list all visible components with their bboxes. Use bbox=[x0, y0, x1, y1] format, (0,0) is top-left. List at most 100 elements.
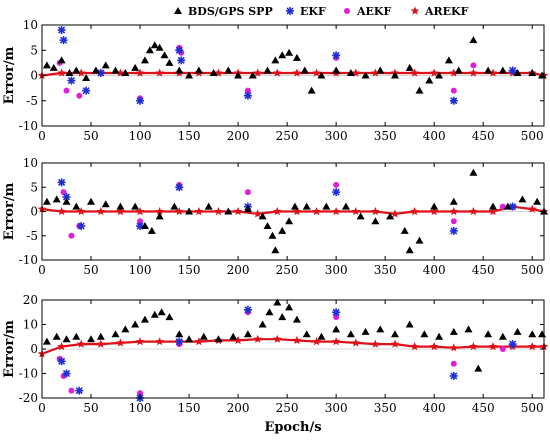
series-bds-gps-spp bbox=[42, 36, 547, 94]
data-point bbox=[361, 327, 370, 335]
data-point bbox=[331, 207, 341, 216]
data-point bbox=[177, 56, 186, 65]
data-point bbox=[65, 68, 74, 76]
x-tick-label: 200 bbox=[227, 401, 250, 415]
data-point bbox=[508, 340, 517, 349]
legend-marker bbox=[410, 6, 420, 15]
data-point bbox=[131, 320, 140, 328]
data-point bbox=[62, 197, 71, 205]
data-point bbox=[150, 310, 159, 318]
data-point bbox=[484, 66, 493, 74]
data-point bbox=[155, 337, 164, 346]
x-tick-label: 50 bbox=[83, 263, 98, 277]
data-point bbox=[429, 68, 439, 77]
data-point bbox=[57, 56, 66, 64]
data-point bbox=[488, 68, 498, 77]
data-point bbox=[131, 63, 140, 71]
data-point bbox=[484, 330, 493, 338]
data-point bbox=[273, 334, 282, 343]
data-point bbox=[346, 68, 355, 76]
data-point bbox=[140, 315, 149, 323]
data-point bbox=[42, 61, 51, 69]
data-point bbox=[429, 342, 439, 351]
data-point bbox=[185, 71, 194, 79]
chart-panel-2: 0 50 100 150 200 250 300 350 400 450 500 -10 -5 0 5 10 E… bbox=[2, 156, 549, 277]
data-point bbox=[292, 335, 302, 345]
data-point bbox=[75, 386, 84, 395]
data-point bbox=[204, 202, 213, 210]
data-point bbox=[60, 189, 67, 196]
data-point bbox=[170, 202, 179, 210]
data-point bbox=[300, 66, 309, 74]
data-point bbox=[76, 68, 86, 77]
data-point bbox=[470, 62, 477, 69]
data-point bbox=[160, 51, 169, 59]
x-tick-label: 250 bbox=[276, 401, 299, 415]
data-point bbox=[194, 337, 204, 346]
data-point bbox=[87, 197, 96, 205]
data-point bbox=[317, 71, 326, 79]
data-point bbox=[96, 332, 105, 340]
data-point bbox=[175, 337, 184, 346]
data-point bbox=[116, 338, 125, 347]
data-point bbox=[165, 58, 174, 66]
data-point bbox=[82, 86, 91, 95]
data-point bbox=[96, 207, 106, 216]
data-point bbox=[528, 330, 537, 338]
data-point bbox=[290, 202, 299, 210]
data-point bbox=[489, 202, 498, 210]
data-point bbox=[332, 188, 341, 197]
data-point bbox=[331, 337, 341, 346]
data-point bbox=[140, 222, 149, 230]
data-point bbox=[147, 226, 156, 234]
x-tick-label: 400 bbox=[423, 129, 446, 143]
data-point bbox=[229, 332, 238, 340]
series-aekf bbox=[56, 309, 506, 397]
x-tick-label: 350 bbox=[374, 401, 397, 415]
data-point bbox=[136, 96, 145, 105]
data-point bbox=[150, 41, 159, 49]
data-point bbox=[376, 325, 385, 333]
data-point bbox=[49, 63, 58, 71]
data-point bbox=[214, 335, 223, 343]
chart-panel-1: 0 50 100 150 200 250 300 350 400 450 500 -10 -5 0 5 10 E… bbox=[2, 18, 549, 143]
data-point bbox=[435, 332, 444, 340]
data-point bbox=[430, 202, 439, 210]
data-point bbox=[271, 56, 280, 64]
x-tick-label: 350 bbox=[374, 263, 397, 277]
data-point bbox=[420, 330, 429, 338]
y-tick-label: 0 bbox=[30, 69, 38, 83]
x-tick-label: 200 bbox=[227, 129, 250, 143]
data-point bbox=[469, 36, 478, 44]
data-point bbox=[52, 332, 61, 340]
y-tick-label: 5 bbox=[30, 180, 38, 194]
data-point bbox=[121, 68, 130, 76]
data-point bbox=[405, 63, 414, 71]
legend-marker bbox=[174, 7, 182, 14]
data-point bbox=[273, 298, 282, 306]
data-point bbox=[449, 197, 458, 205]
data-point bbox=[312, 207, 321, 216]
data-point bbox=[332, 66, 341, 74]
legend-label: AREKF bbox=[424, 5, 469, 18]
y-tick-label: -10 bbox=[19, 119, 38, 133]
data-point bbox=[268, 231, 277, 239]
data-point bbox=[307, 86, 316, 94]
data-point bbox=[454, 66, 463, 74]
data-point bbox=[302, 202, 311, 210]
legend-label: BDS/GPS SPP bbox=[188, 5, 273, 18]
data-point bbox=[244, 87, 251, 94]
data-point bbox=[488, 207, 498, 216]
data-point bbox=[278, 313, 287, 321]
y-tick-label: -10 bbox=[19, 253, 38, 267]
data-point bbox=[57, 207, 66, 216]
data-point bbox=[469, 68, 478, 77]
series-bds-gps-spp bbox=[42, 298, 547, 372]
data-point bbox=[243, 305, 252, 314]
data-point bbox=[332, 51, 341, 60]
data-point bbox=[137, 390, 144, 397]
data-point bbox=[469, 207, 478, 216]
data-point bbox=[292, 53, 301, 61]
data-point bbox=[508, 66, 517, 75]
legend-entry: BDS/GPS SPP bbox=[174, 5, 273, 18]
